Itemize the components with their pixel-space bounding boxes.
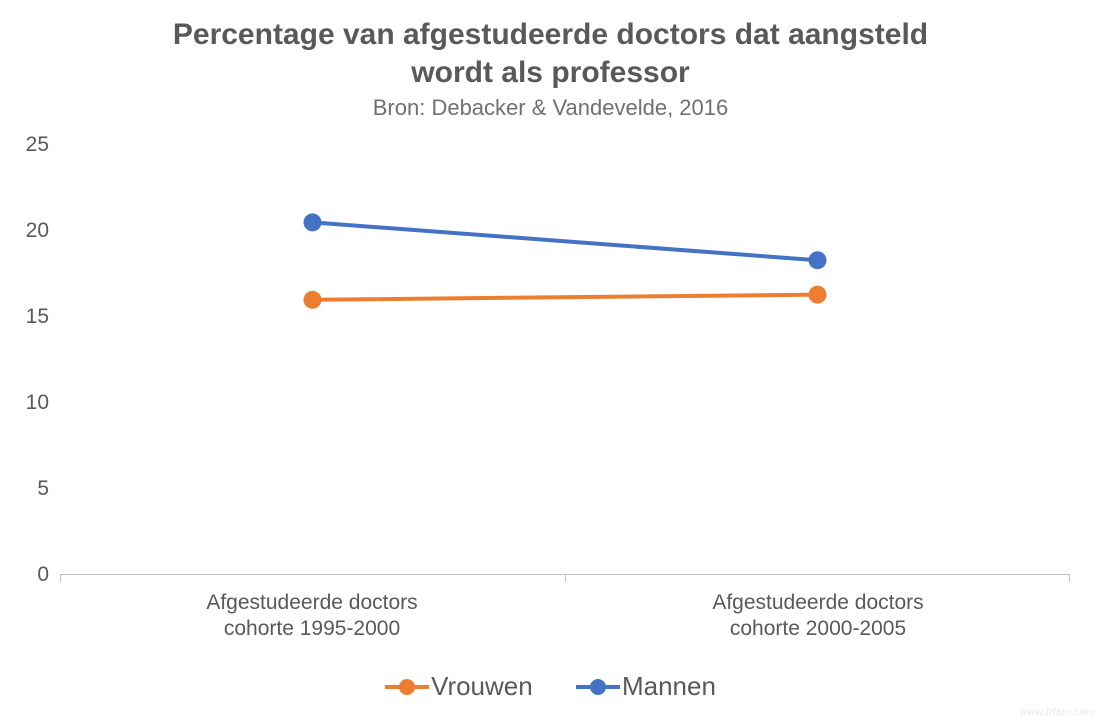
xcat-line2: cohorte 2000-2005 (730, 617, 906, 640)
chart-title-line1: Percentage van afgestudeerde doctors dat… (173, 18, 928, 51)
watermark: www.frfam.com (1020, 707, 1095, 718)
x-tick (60, 575, 61, 582)
ytick-label: 10 (9, 391, 49, 415)
series-line-mannen (313, 222, 818, 260)
legend-label: Mannen (622, 671, 716, 702)
chart-title-line2: wordt als professor (411, 56, 689, 89)
plot-area (60, 145, 1070, 575)
plot-svg (60, 145, 1070, 575)
series-line-vrouwen (313, 295, 818, 300)
chart-header: Percentage van afgestudeerde doctors dat… (0, 16, 1101, 121)
legend: Vrouwen Mannen (0, 669, 1101, 702)
series-marker-vrouwen (304, 291, 322, 309)
series-marker-vrouwen (809, 286, 827, 304)
ytick-label: 20 (9, 219, 49, 243)
xcat-line1: Afgestudeerde doctors (712, 591, 923, 614)
chart-title: Percentage van afgestudeerde doctors dat… (0, 16, 1101, 91)
xcat-line2: cohorte 1995-2000 (224, 617, 400, 640)
legend-item-vrouwen: Vrouwen (385, 671, 533, 702)
legend-swatch-mannen (576, 676, 620, 698)
x-tick (1069, 575, 1070, 582)
series-marker-mannen (809, 251, 827, 269)
xcat-line1: Afgestudeerde doctors (206, 591, 417, 614)
ytick-label: 25 (9, 133, 49, 157)
legend-swatch-vrouwen (385, 676, 429, 698)
chart-subtitle: Bron: Debacker & Vandevelde, 2016 (0, 95, 1101, 121)
ytick-label: 15 (9, 305, 49, 329)
x-category-label: Afgestudeerde doctors cohorte 2000-2005 (688, 590, 948, 643)
ytick-label: 5 (9, 477, 49, 501)
legend-item-mannen: Mannen (576, 671, 716, 702)
legend-label: Vrouwen (431, 671, 533, 702)
x-category-label: Afgestudeerde doctors cohorte 1995-2000 (182, 590, 442, 643)
chart-container: Percentage van afgestudeerde doctors dat… (0, 0, 1101, 720)
series-marker-mannen (304, 213, 322, 231)
x-tick (565, 575, 566, 582)
ytick-label: 0 (9, 563, 49, 587)
